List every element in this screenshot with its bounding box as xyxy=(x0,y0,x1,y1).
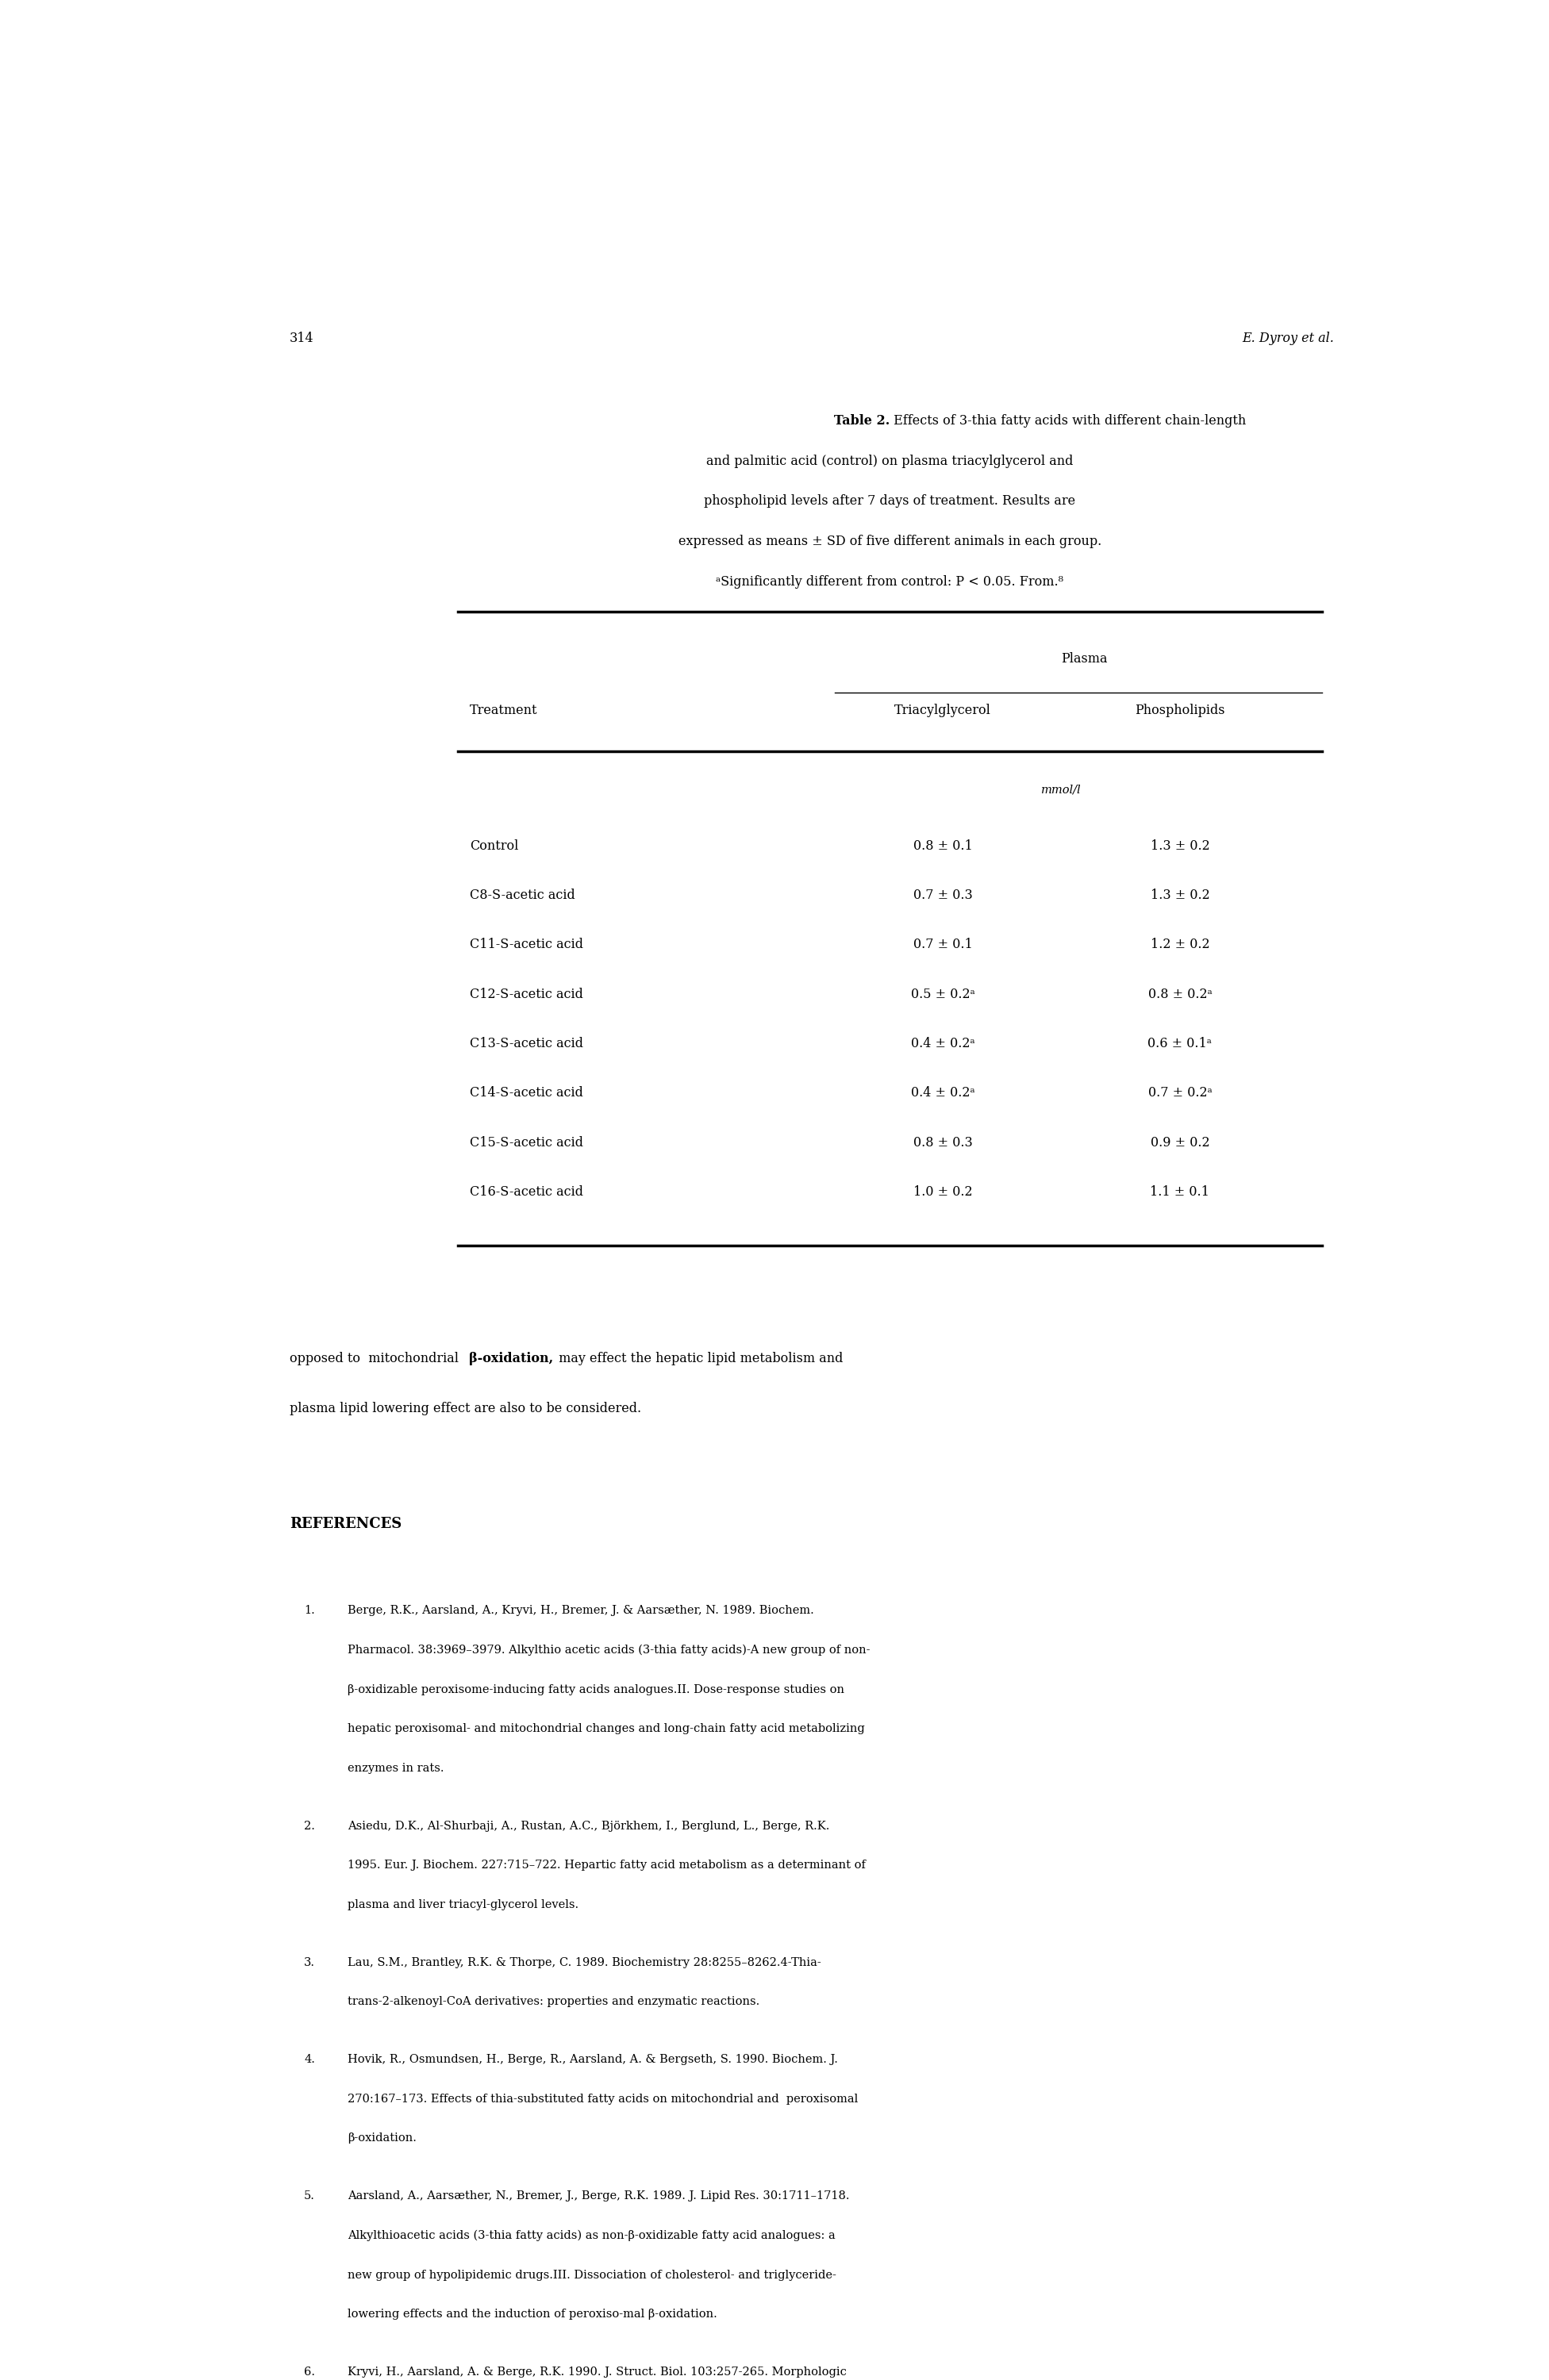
Text: Hovik, R., Osmundsen, H., Berge, R., Aarsland, A. & Bergseth, S. 1990. Biochem. : Hovik, R., Osmundsen, H., Berge, R., Aar… xyxy=(347,2054,838,2066)
Text: lowering effects and the induction of peroxiso-mal β-oxidation.: lowering effects and the induction of pe… xyxy=(347,2309,717,2320)
Text: 1995. Eur. J. Biochem. 227:715–722. Hepartic fatty acid metabolism as a determin: 1995. Eur. J. Biochem. 227:715–722. Hepa… xyxy=(347,1859,866,1871)
Text: hepatic peroxisomal- and mitochondrial changes and long-chain fatty acid metabol: hepatic peroxisomal- and mitochondrial c… xyxy=(347,1723,864,1735)
Text: C11-S-acetic acid: C11-S-acetic acid xyxy=(469,938,584,952)
Text: Phospholipids: Phospholipids xyxy=(1135,704,1225,716)
Text: β-oxidizable peroxisome-inducing fatty acids analogues.II. Dose-response studies: β-oxidizable peroxisome-inducing fatty a… xyxy=(347,1685,844,1695)
Text: opposed to  mitochondrial: opposed to mitochondrial xyxy=(290,1352,463,1366)
Text: C15-S-acetic acid: C15-S-acetic acid xyxy=(469,1135,584,1150)
Text: C14-S-acetic acid: C14-S-acetic acid xyxy=(469,1085,582,1100)
Text: 314: 314 xyxy=(290,331,314,345)
Text: Table 2.: Table 2. xyxy=(835,414,889,428)
Text: mmol/l: mmol/l xyxy=(1041,783,1081,795)
Text: C16-S-acetic acid: C16-S-acetic acid xyxy=(469,1185,584,1200)
Text: β-oxidation,: β-oxidation, xyxy=(469,1352,553,1366)
Text: 1.2 ± 0.2: 1.2 ± 0.2 xyxy=(1151,938,1210,952)
Text: C12-S-acetic acid: C12-S-acetic acid xyxy=(469,988,582,1002)
Text: 0.7 ± 0.1: 0.7 ± 0.1 xyxy=(912,938,973,952)
Text: 5.: 5. xyxy=(304,2190,314,2202)
Text: 0.6 ± 0.1ᵃ: 0.6 ± 0.1ᵃ xyxy=(1148,1038,1211,1050)
Text: 0.7 ± 0.2ᵃ: 0.7 ± 0.2ᵃ xyxy=(1148,1085,1211,1100)
Text: expressed as means ± SD of five different animals in each group.: expressed as means ± SD of five differen… xyxy=(678,536,1101,547)
Text: Alkylthioacetic acids (3-thia fatty acids) as non-β-oxidizable fatty acid analog: Alkylthioacetic acids (3-thia fatty acid… xyxy=(347,2230,835,2242)
Text: 0.8 ± 0.2ᵃ: 0.8 ± 0.2ᵃ xyxy=(1148,988,1211,1002)
Text: 0.4 ± 0.2ᵃ: 0.4 ± 0.2ᵃ xyxy=(911,1038,974,1050)
Text: Lau, S.M., Brantley, R.K. & Thorpe, C. 1989. Biochemistry 28:8255–8262.4-Thia-: Lau, S.M., Brantley, R.K. & Thorpe, C. 1… xyxy=(347,1956,821,1968)
Text: Plasma: Plasma xyxy=(1061,652,1108,666)
Text: 0.8 ± 0.3: 0.8 ± 0.3 xyxy=(912,1135,973,1150)
Text: Treatment: Treatment xyxy=(469,704,538,716)
Text: 3.: 3. xyxy=(304,1956,314,1968)
Text: Triacylglycerol: Triacylglycerol xyxy=(894,704,991,716)
Text: ᵃSignificantly different from control: P < 0.05. From.⁸: ᵃSignificantly different from control: P… xyxy=(716,576,1064,588)
Text: 2.: 2. xyxy=(304,1821,314,1833)
Text: 1.: 1. xyxy=(304,1604,314,1616)
Text: Berge, R.K., Aarsland, A., Kryvi, H., Bremer, J. & Aarsæther, N. 1989. Biochem.: Berge, R.K., Aarsland, A., Kryvi, H., Br… xyxy=(347,1604,813,1616)
Text: Kryvi, H., Aarsland, A. & Berge, R.K. 1990. J. Struct. Biol. 103:257-265. Morpho: Kryvi, H., Aarsland, A. & Berge, R.K. 19… xyxy=(347,2366,846,2378)
Text: 1.0 ± 0.2: 1.0 ± 0.2 xyxy=(912,1185,973,1200)
Text: 4.: 4. xyxy=(304,2054,314,2066)
Text: Pharmacol. 38:3969–3979. Alkylthio acetic acids (3-thia fatty acids)-A new group: Pharmacol. 38:3969–3979. Alkylthio aceti… xyxy=(347,1645,871,1656)
Text: Asiedu, D.K., Al-Shurbaji, A., Rustan, A.C., Björkhem, I., Berglund, L., Berge, : Asiedu, D.K., Al-Shurbaji, A., Rustan, A… xyxy=(347,1821,829,1833)
Text: 6.: 6. xyxy=(304,2366,314,2378)
Text: plasma and liver triacyl-glycerol levels.: plasma and liver triacyl-glycerol levels… xyxy=(347,1899,578,1911)
Text: 0.8 ± 0.1: 0.8 ± 0.1 xyxy=(912,840,973,852)
Text: REFERENCES: REFERENCES xyxy=(290,1516,401,1530)
Text: 1.1 ± 0.1: 1.1 ± 0.1 xyxy=(1151,1185,1210,1200)
Text: Aarsland, A., Aarsæther, N., Bremer, J., Berge, R.K. 1989. J. Lipid Res. 30:1711: Aarsland, A., Aarsæther, N., Bremer, J.,… xyxy=(347,2190,849,2202)
Text: may effect the hepatic lipid metabolism and: may effect the hepatic lipid metabolism … xyxy=(555,1352,843,1366)
Text: 1.3 ± 0.2: 1.3 ± 0.2 xyxy=(1151,888,1210,902)
Text: E. Dyroy et al.: E. Dyroy et al. xyxy=(1242,331,1334,345)
Text: phospholipid levels after 7 days of treatment. Results are: phospholipid levels after 7 days of trea… xyxy=(705,495,1075,507)
Text: Control: Control xyxy=(469,840,519,852)
Text: 0.4 ± 0.2ᵃ: 0.4 ± 0.2ᵃ xyxy=(911,1085,974,1100)
Text: 1.3 ± 0.2: 1.3 ± 0.2 xyxy=(1151,840,1210,852)
Text: enzymes in rats.: enzymes in rats. xyxy=(347,1764,443,1773)
Text: β-oxidation.: β-oxidation. xyxy=(347,2132,417,2144)
Text: C13-S-acetic acid: C13-S-acetic acid xyxy=(469,1038,584,1050)
Text: Effects of 3-thia fatty acids with different chain-length: Effects of 3-thia fatty acids with diffe… xyxy=(889,414,1247,428)
Text: plasma lipid lowering effect are also to be considered.: plasma lipid lowering effect are also to… xyxy=(290,1402,641,1416)
Text: 0.7 ± 0.3: 0.7 ± 0.3 xyxy=(912,888,973,902)
Text: 270:167–173. Effects of thia-substituted fatty acids on mitochondrial and  perox: 270:167–173. Effects of thia-substituted… xyxy=(347,2094,858,2104)
Text: 0.5 ± 0.2ᵃ: 0.5 ± 0.2ᵃ xyxy=(911,988,974,1002)
Text: 0.9 ± 0.2: 0.9 ± 0.2 xyxy=(1151,1135,1210,1150)
Text: and palmitic acid (control) on plasma triacylglycerol and: and palmitic acid (control) on plasma tr… xyxy=(706,455,1073,469)
Text: new group of hypolipidemic drugs.III. Dissociation of cholesterol- and triglycer: new group of hypolipidemic drugs.III. Di… xyxy=(347,2271,836,2280)
Text: trans-2-alkenoyl-CoA derivatives: properties and enzymatic reactions.: trans-2-alkenoyl-CoA derivatives: proper… xyxy=(347,1997,759,2006)
Text: C8-S-acetic acid: C8-S-acetic acid xyxy=(469,888,575,902)
